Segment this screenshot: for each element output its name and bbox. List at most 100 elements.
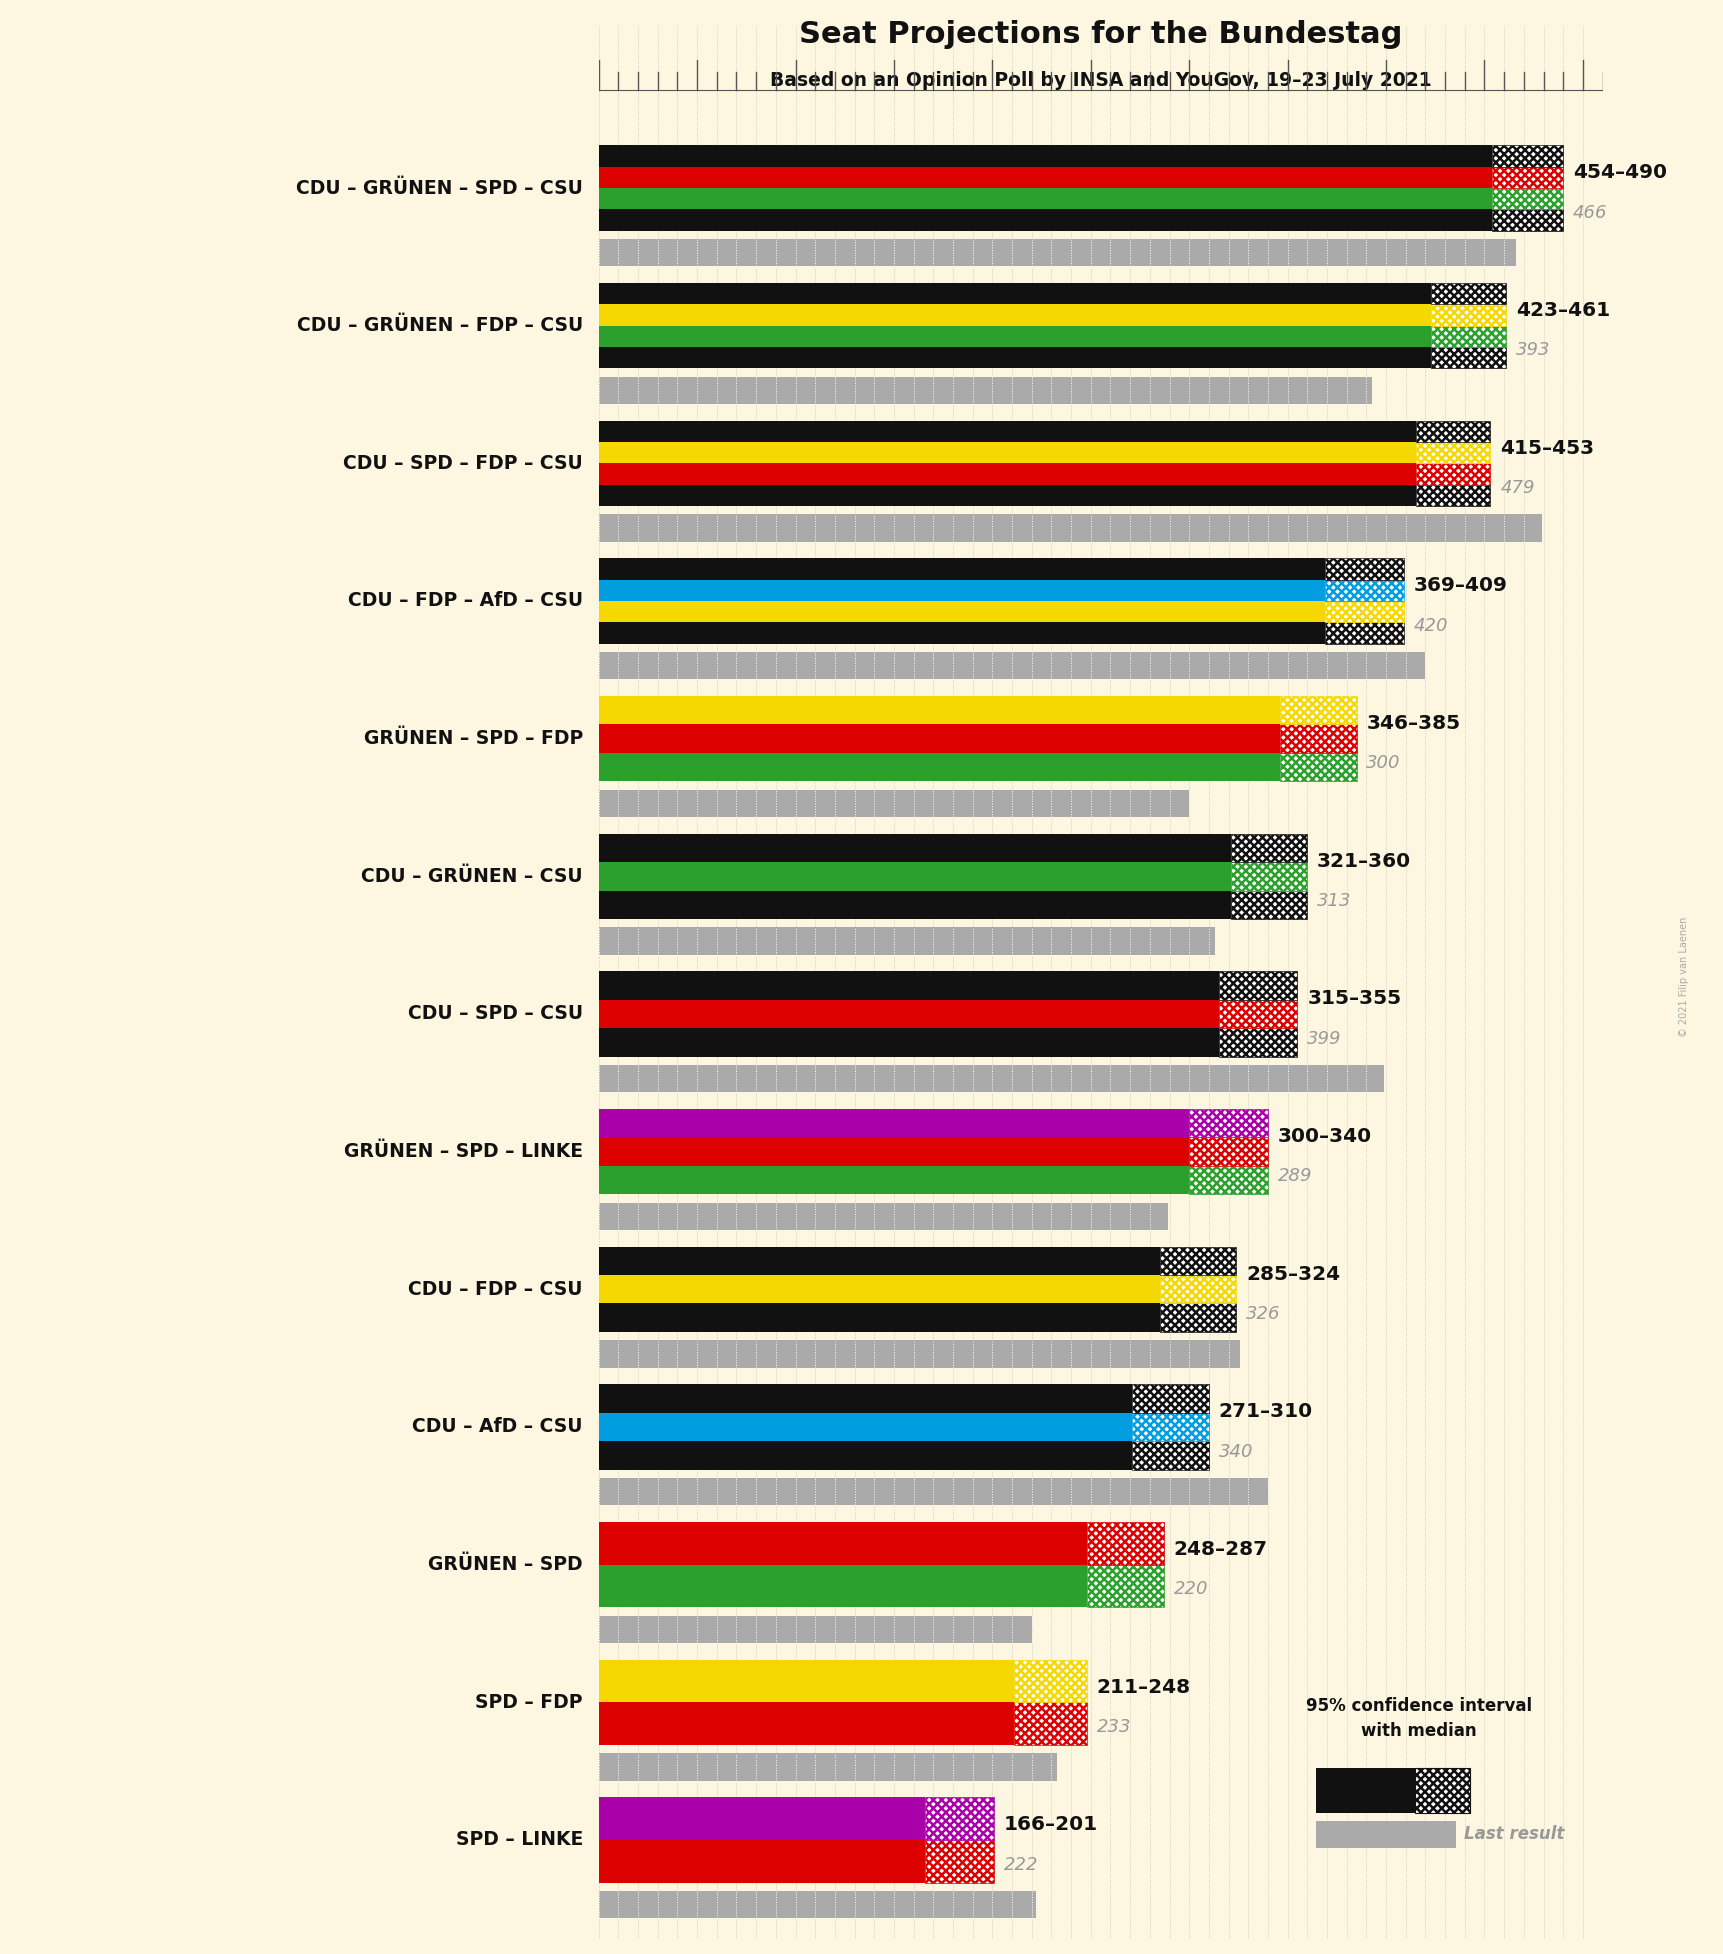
Text: GRÜNEN – SPD – FDP: GRÜNEN – SPD – FDP (364, 729, 582, 748)
Bar (1430, 348, 1506, 369)
Bar (1013, 1659, 1085, 1702)
Text: CDU – FDP – AfD – CSU: CDU – FDP – AfD – CSU (348, 592, 582, 610)
Bar (1230, 862, 1306, 891)
Bar (1430, 305, 1506, 326)
Text: 466: 466 (1571, 203, 1606, 223)
Text: 233: 233 (1096, 1718, 1130, 1735)
Text: 415–453: 415–453 (1499, 440, 1594, 457)
Bar (1278, 696, 1356, 725)
Bar (598, 834, 1230, 862)
Bar (598, 752, 1278, 782)
Text: GRÜNEN – SPD – LINKE: GRÜNEN – SPD – LINKE (343, 1143, 582, 1161)
Bar (598, 725, 1278, 752)
Bar (598, 442, 1415, 463)
Bar (598, 580, 1325, 602)
Text: SPD – FDP: SPD – FDP (476, 1692, 582, 1712)
Bar (598, 1065, 1384, 1092)
Text: 454–490: 454–490 (1571, 164, 1666, 182)
Text: 211–248: 211–248 (1096, 1678, 1191, 1696)
Bar (598, 1383, 1132, 1413)
Text: 326: 326 (1246, 1305, 1280, 1323)
Bar (1132, 1383, 1208, 1413)
Bar (598, 1841, 925, 1882)
Bar (598, 1616, 1030, 1643)
Text: 393: 393 (1515, 342, 1549, 360)
Bar (1218, 1000, 1297, 1028)
Bar (1230, 834, 1306, 862)
Text: CDU – SPD – FDP – CSU: CDU – SPD – FDP – CSU (343, 453, 582, 473)
Bar (598, 1891, 1036, 1919)
Bar (598, 1303, 1160, 1333)
Bar (1218, 971, 1297, 1000)
Bar (598, 326, 1430, 348)
Bar (598, 377, 1372, 404)
Bar (598, 1110, 1189, 1137)
Text: 300: 300 (1366, 754, 1401, 772)
Text: 399: 399 (1306, 1030, 1340, 1047)
Bar (1230, 891, 1306, 918)
Bar (598, 1000, 1218, 1028)
Text: Seat Projections for the Bundestag: Seat Projections for the Bundestag (798, 20, 1401, 49)
Text: 340: 340 (1218, 1442, 1253, 1462)
Text: 321–360: 321–360 (1316, 852, 1411, 871)
Bar (1085, 1565, 1163, 1608)
Text: 369–409: 369–409 (1413, 576, 1506, 596)
Bar (598, 928, 1215, 956)
Bar (1160, 1247, 1235, 1276)
Bar (598, 1167, 1189, 1194)
Text: GRÜNEN – SPD: GRÜNEN – SPD (427, 1555, 582, 1575)
Bar (598, 420, 1415, 442)
Bar (598, 1477, 1266, 1505)
Text: 220: 220 (1173, 1581, 1208, 1598)
Bar (598, 283, 1430, 305)
Bar (925, 1798, 994, 1841)
Bar (925, 1841, 994, 1882)
Text: CDU – GRÜNEN – FDP – CSU: CDU – GRÜNEN – FDP – CSU (296, 317, 582, 336)
Bar (598, 891, 1230, 918)
Bar (598, 602, 1325, 621)
Bar (598, 971, 1218, 1000)
Bar (1189, 1137, 1266, 1167)
Bar (1415, 420, 1489, 442)
Text: CDU – AfD – CSU: CDU – AfD – CSU (412, 1417, 582, 1436)
Bar (598, 514, 1540, 541)
Bar (598, 789, 1189, 817)
Text: 95% confidence interval
with median: 95% confidence interval with median (1304, 1698, 1532, 1741)
Bar (598, 1137, 1189, 1167)
Bar (1492, 209, 1563, 231)
Bar (1415, 1768, 1470, 1813)
Text: SPD – LINKE: SPD – LINKE (455, 1831, 582, 1848)
Bar (1189, 1110, 1266, 1137)
Bar (598, 463, 1415, 485)
Text: 222: 222 (1003, 1856, 1037, 1874)
Bar (1013, 1702, 1085, 1745)
Text: 289: 289 (1277, 1167, 1311, 1186)
Bar (1325, 580, 1403, 602)
Bar (1218, 1028, 1297, 1057)
Bar (598, 1413, 1132, 1442)
Bar (1325, 559, 1403, 580)
Text: CDU – FDP – CSU: CDU – FDP – CSU (408, 1280, 582, 1299)
Bar (1085, 1522, 1163, 1565)
Bar (598, 188, 1492, 209)
Text: CDU – GRÜNEN – CSU: CDU – GRÜNEN – CSU (362, 868, 582, 885)
Bar (598, 1028, 1218, 1057)
Bar (598, 862, 1230, 891)
Bar (1278, 752, 1356, 782)
Bar (598, 621, 1325, 643)
Bar (598, 1340, 1239, 1368)
Bar (1325, 621, 1403, 643)
Bar (598, 348, 1430, 369)
Text: 248–287: 248–287 (1173, 1540, 1266, 1559)
Bar (1160, 1303, 1235, 1333)
Bar (1415, 485, 1489, 506)
Text: © 2021 Filip van Laenen: © 2021 Filip van Laenen (1678, 916, 1689, 1038)
Bar (1430, 283, 1506, 305)
Bar (598, 1753, 1056, 1780)
Bar (598, 1798, 925, 1841)
Text: 166–201: 166–201 (1003, 1815, 1098, 1835)
Bar (1132, 1413, 1208, 1442)
Bar (1430, 326, 1506, 348)
Bar (598, 166, 1492, 188)
Text: Based on an Opinion Poll by INSA and YouGov, 19–23 July 2021: Based on an Opinion Poll by INSA and You… (770, 70, 1430, 90)
